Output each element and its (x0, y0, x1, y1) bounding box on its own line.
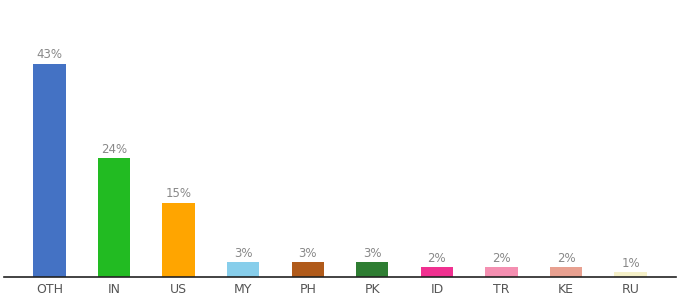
Text: 2%: 2% (557, 252, 575, 265)
Text: 3%: 3% (299, 247, 317, 260)
Bar (421, 267, 453, 277)
Text: 2%: 2% (428, 252, 446, 265)
Text: 1%: 1% (622, 257, 640, 270)
Bar (615, 272, 647, 277)
Bar (550, 267, 582, 277)
Bar (33, 64, 65, 277)
Text: 2%: 2% (492, 252, 511, 265)
Bar (486, 267, 517, 277)
Text: 3%: 3% (363, 247, 381, 260)
Text: 24%: 24% (101, 142, 127, 156)
Text: 43%: 43% (36, 48, 63, 61)
Text: 15%: 15% (165, 187, 192, 200)
Bar (98, 158, 130, 277)
Bar (227, 262, 259, 277)
Text: 3%: 3% (234, 247, 252, 260)
Bar (292, 262, 324, 277)
Bar (356, 262, 388, 277)
Bar (163, 203, 194, 277)
